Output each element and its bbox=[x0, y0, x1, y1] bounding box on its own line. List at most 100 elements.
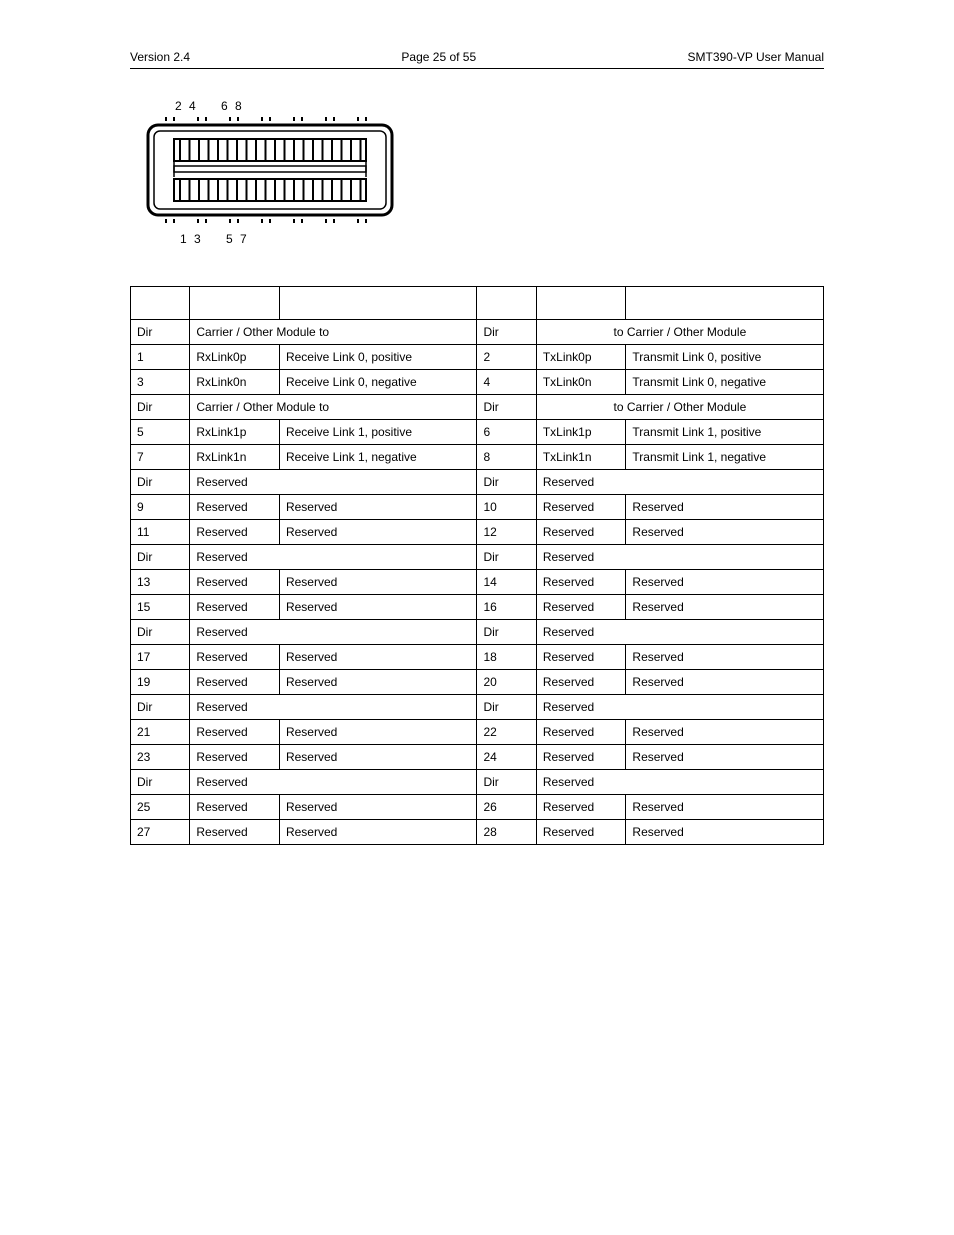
table-row bbox=[131, 287, 824, 320]
pin-name: RxLink1p bbox=[190, 420, 280, 445]
pin-num: 9 bbox=[131, 495, 190, 520]
pin-desc: Reserved bbox=[279, 595, 477, 620]
pin-num: 18 bbox=[477, 645, 536, 670]
table-cell bbox=[626, 287, 824, 320]
pin-desc: Reserved bbox=[626, 720, 824, 745]
table-row: 17ReservedReserved18ReservedReserved bbox=[131, 645, 824, 670]
pin-num: 26 bbox=[477, 795, 536, 820]
pin-num: 3 bbox=[131, 370, 190, 395]
dir-cell: Dir bbox=[131, 395, 190, 420]
pin-desc: Reserved bbox=[626, 570, 824, 595]
dir-cell: Dir bbox=[131, 470, 190, 495]
pin-name: Reserved bbox=[190, 720, 280, 745]
pin-num: 23 bbox=[131, 745, 190, 770]
page: Version 2.4 Page 25 of 55 SMT390-VP User… bbox=[0, 0, 954, 895]
pin-name: Reserved bbox=[536, 595, 626, 620]
pin-num: 21 bbox=[131, 720, 190, 745]
pin-num: 28 bbox=[477, 820, 536, 845]
pin-num: 8 bbox=[477, 445, 536, 470]
dir-cell: Dir bbox=[131, 620, 190, 645]
pin-label: 2 4 bbox=[175, 99, 198, 113]
table-row: 13ReservedReserved14ReservedReserved bbox=[131, 570, 824, 595]
table-row: DirReservedDirReserved bbox=[131, 695, 824, 720]
pin-num: 2 bbox=[477, 345, 536, 370]
pin-name: RxLink1n bbox=[190, 445, 280, 470]
pin-name: Reserved bbox=[190, 670, 280, 695]
dir-desc-left: Carrier / Other Module to bbox=[190, 320, 477, 345]
pin-desc: Receive Link 0, positive bbox=[279, 345, 477, 370]
pin-name: Reserved bbox=[536, 645, 626, 670]
table-row: DirReservedDirReserved bbox=[131, 620, 824, 645]
pin-name: Reserved bbox=[190, 645, 280, 670]
pin-desc: Reserved bbox=[626, 820, 824, 845]
pin-desc: Reserved bbox=[279, 720, 477, 745]
pin-name: Reserved bbox=[536, 670, 626, 695]
pin-table: DirCarrier / Other Module toDirto Carrie… bbox=[130, 286, 824, 845]
pin-desc: Reserved bbox=[626, 795, 824, 820]
table-row: 25ReservedReserved26ReservedReserved bbox=[131, 795, 824, 820]
pin-desc: Reserved bbox=[279, 670, 477, 695]
pin-desc: Reserved bbox=[626, 495, 824, 520]
dir-cell: Dir bbox=[477, 545, 536, 570]
pin-name: Reserved bbox=[190, 795, 280, 820]
pin-num: 24 bbox=[477, 745, 536, 770]
pin-num: 19 bbox=[131, 670, 190, 695]
pin-desc: Reserved bbox=[279, 820, 477, 845]
pin-num: 7 bbox=[131, 445, 190, 470]
pin-name: TxLink0n bbox=[536, 370, 626, 395]
pin-name: Reserved bbox=[190, 820, 280, 845]
pin-name: Reserved bbox=[190, 745, 280, 770]
pin-num: 16 bbox=[477, 595, 536, 620]
pin-num: 1 bbox=[131, 345, 190, 370]
table-row: 21ReservedReserved22ReservedReserved bbox=[131, 720, 824, 745]
table-row: 7RxLink1nReceive Link 1, negative8TxLink… bbox=[131, 445, 824, 470]
pin-labels-top: 2 4 6 8 bbox=[175, 99, 824, 113]
dir-desc-right: Reserved bbox=[536, 695, 823, 720]
table-row: DirCarrier / Other Module toDirto Carrie… bbox=[131, 395, 824, 420]
dir-desc-right: Reserved bbox=[536, 620, 823, 645]
table-row: DirReservedDirReserved bbox=[131, 770, 824, 795]
dir-cell: Dir bbox=[131, 545, 190, 570]
pin-desc: Reserved bbox=[626, 670, 824, 695]
pin-desc: Reserved bbox=[279, 495, 477, 520]
pin-labels-bottom: 1 3 5 7 bbox=[180, 232, 824, 246]
pin-name: RxLink0p bbox=[190, 345, 280, 370]
pin-name: Reserved bbox=[536, 745, 626, 770]
page-header: Version 2.4 Page 25 of 55 SMT390-VP User… bbox=[130, 50, 824, 69]
pin-num: 6 bbox=[477, 420, 536, 445]
pin-desc: Receive Link 0, negative bbox=[279, 370, 477, 395]
pin-label: 1 3 bbox=[180, 232, 203, 246]
dir-desc-right: Reserved bbox=[536, 770, 823, 795]
dir-desc-left: Reserved bbox=[190, 470, 477, 495]
dir-cell: Dir bbox=[477, 695, 536, 720]
pin-name: Reserved bbox=[536, 820, 626, 845]
table-cell bbox=[536, 287, 626, 320]
table-row: 5RxLink1pReceive Link 1, positive6TxLink… bbox=[131, 420, 824, 445]
pin-name: Reserved bbox=[536, 720, 626, 745]
pin-desc: Reserved bbox=[279, 570, 477, 595]
pin-desc: Receive Link 1, negative bbox=[279, 445, 477, 470]
dir-cell: Dir bbox=[477, 620, 536, 645]
table-cell bbox=[279, 287, 477, 320]
pin-label: 5 7 bbox=[226, 232, 249, 246]
table-row: 27ReservedReserved28ReservedReserved bbox=[131, 820, 824, 845]
table-row: 23ReservedReserved24ReservedReserved bbox=[131, 745, 824, 770]
pin-num: 14 bbox=[477, 570, 536, 595]
pin-name: Reserved bbox=[190, 520, 280, 545]
pin-name: Reserved bbox=[536, 520, 626, 545]
connector-diagram bbox=[130, 117, 824, 228]
pin-num: 27 bbox=[131, 820, 190, 845]
pin-num: 13 bbox=[131, 570, 190, 595]
pin-name: Reserved bbox=[536, 795, 626, 820]
dir-cell: Dir bbox=[477, 395, 536, 420]
dir-desc-left: Reserved bbox=[190, 620, 477, 645]
dir-desc-left: Reserved bbox=[190, 545, 477, 570]
pin-num: 22 bbox=[477, 720, 536, 745]
dir-cell: Dir bbox=[131, 320, 190, 345]
table-row: 3RxLink0nReceive Link 0, negative4TxLink… bbox=[131, 370, 824, 395]
table-cell bbox=[190, 287, 280, 320]
pin-num: 4 bbox=[477, 370, 536, 395]
dir-desc-right: to Carrier / Other Module bbox=[536, 320, 823, 345]
pin-num: 20 bbox=[477, 670, 536, 695]
pin-num: 10 bbox=[477, 495, 536, 520]
